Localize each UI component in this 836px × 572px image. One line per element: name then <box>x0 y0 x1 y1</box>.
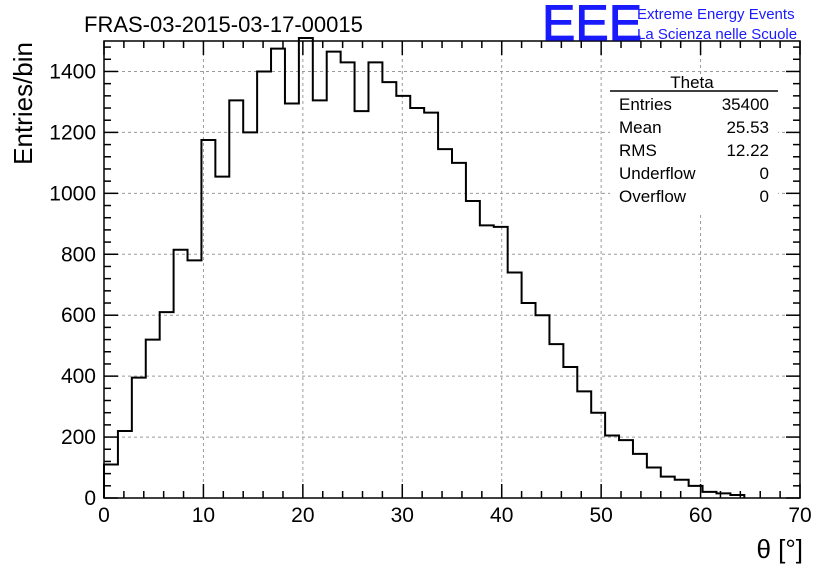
stats-overflow-label: Overflow <box>619 187 687 206</box>
x-axis-label: θ [°] <box>756 534 803 564</box>
y-tick-label: 400 <box>61 365 96 388</box>
stats-entries-label: Entries <box>619 95 672 114</box>
y-tick-label: 1000 <box>49 182 96 205</box>
grid-lines <box>104 41 800 498</box>
stats-entries-value: 35400 <box>722 95 769 114</box>
y-tick-label: 1200 <box>49 121 96 144</box>
x-tick-label: 50 <box>589 504 612 527</box>
chart-title: FRAS-03-2015-03-17-00015 <box>84 12 363 37</box>
stats-underflow-label: Underflow <box>619 164 696 183</box>
plot-frame <box>103 40 801 499</box>
eee-logo-mark: EEE <box>542 0 642 51</box>
eee-logo-line1: Extreme Energy Events <box>637 6 795 23</box>
x-tick-label: 30 <box>391 504 414 527</box>
stats-underflow-value: 0 <box>760 164 769 183</box>
x-tick-label: 20 <box>291 504 314 527</box>
y-tick-label: 600 <box>61 304 96 327</box>
stats-mean-value: 25.53 <box>726 118 769 137</box>
stats-overflow-value: 0 <box>760 187 769 206</box>
eee-logo-line2: La Scienza nelle Scuole <box>637 26 797 43</box>
tick-labels: 0 10 20 30 40 50 60 70 0 200 400 600 800 1000 1200 1400 <box>49 60 811 527</box>
stats-rms-label: RMS <box>619 141 657 160</box>
x-tick-label: 40 <box>490 504 513 527</box>
histogram-series <box>103 36 746 498</box>
y-tick-label: 200 <box>61 426 96 449</box>
y-tick-label: 0 <box>84 487 96 510</box>
x-tick-label: 10 <box>192 504 215 527</box>
stats-rms-value: 12.22 <box>726 141 769 160</box>
eee-logo: EEE Extreme Energy Events La Scienza nel… <box>542 0 798 52</box>
x-tick-label: 70 <box>788 504 811 527</box>
stats-box-title: Theta <box>670 73 714 92</box>
stats-box: Theta Entries 35400 Mean 25.53 RMS 12.22… <box>610 73 778 214</box>
y-axis-label: Entries/bin <box>8 42 38 165</box>
stats-box-background <box>610 74 778 214</box>
y-tick-label: 1400 <box>49 60 96 83</box>
y-tick-label: 800 <box>61 243 96 266</box>
x-tick-label: 0 <box>98 504 110 527</box>
x-tick-label: 60 <box>689 504 712 527</box>
stats-mean-label: Mean <box>619 118 662 137</box>
